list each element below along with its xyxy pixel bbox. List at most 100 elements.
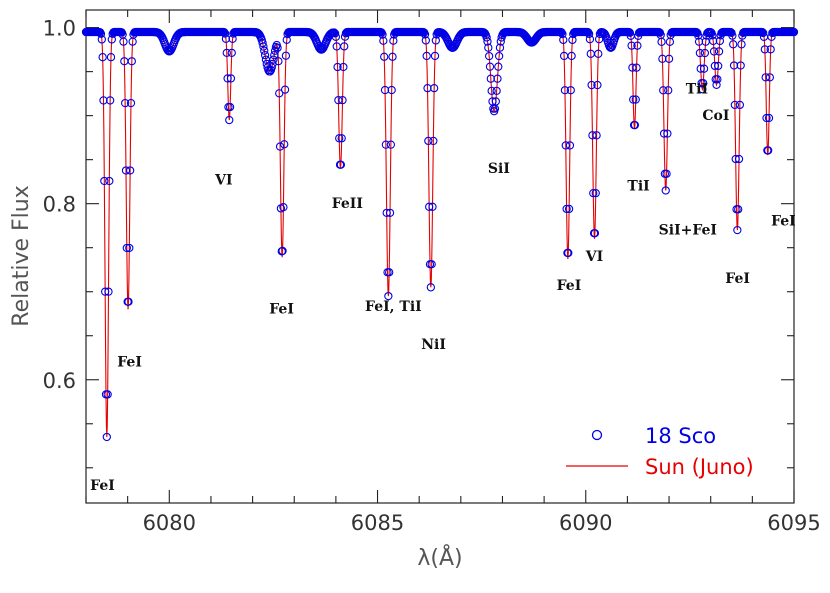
x-axis-label: λ(Å) bbox=[417, 544, 462, 571]
18-sco-series bbox=[81, 27, 799, 442]
data-point-18-sco bbox=[715, 36, 725, 46]
data-point-18-sco bbox=[428, 202, 437, 211]
data-point-18-sco bbox=[425, 202, 434, 211]
data-point-18-sco bbox=[559, 35, 568, 45]
data-point-18-sco bbox=[482, 33, 491, 42]
data-point-18-sco bbox=[429, 136, 438, 146]
data-point-18-sco bbox=[487, 86, 496, 95]
data-point-18-sco bbox=[592, 131, 601, 140]
data-point-18-sco bbox=[764, 113, 774, 123]
line-label: SiI bbox=[488, 161, 510, 177]
data-point-18-sco bbox=[483, 37, 492, 46]
data-point-18-sco bbox=[121, 98, 130, 108]
data-point-18-sco bbox=[494, 51, 504, 61]
data-point-18-sco bbox=[386, 140, 396, 149]
data-point-18-sco bbox=[119, 37, 128, 46]
data-point-18-sco bbox=[385, 208, 395, 218]
data-point-18-sco bbox=[764, 146, 773, 155]
data-point-18-sco bbox=[585, 35, 595, 44]
data-point-18-sco bbox=[760, 45, 769, 54]
data-point-18-sco bbox=[712, 80, 721, 89]
data-point-18-sco bbox=[587, 80, 596, 90]
data-point-18-sco bbox=[381, 140, 391, 149]
data-point-18-sco bbox=[270, 51, 279, 60]
data-point-18-sco bbox=[220, 29, 230, 38]
data-point-18-sco bbox=[422, 51, 431, 61]
data-point-18-sco bbox=[125, 243, 134, 253]
line-label: FeI bbox=[725, 271, 750, 287]
data-point-18-sco bbox=[561, 141, 570, 150]
data-point-18-sco bbox=[714, 47, 724, 56]
data-point-18-sco bbox=[126, 98, 136, 108]
data-point-18-sco bbox=[280, 140, 289, 149]
data-point-18-sco bbox=[275, 89, 284, 98]
data-point-18-sco bbox=[728, 31, 737, 40]
data-point-18-sco bbox=[710, 61, 720, 71]
legend-label-sun-juno: Sun (Juno) bbox=[645, 455, 754, 479]
data-point-18-sco bbox=[632, 63, 641, 72]
line-label: FeII bbox=[332, 196, 363, 212]
data-point-18-sco bbox=[734, 154, 744, 164]
data-point-18-sco bbox=[588, 131, 597, 140]
data-point-18-sco bbox=[664, 86, 673, 95]
data-point-18-sco bbox=[758, 28, 767, 37]
data-point-18-sco bbox=[664, 54, 674, 63]
data-point-18-sco bbox=[102, 432, 111, 442]
line-label: CoI bbox=[702, 108, 729, 124]
data-point-18-sco bbox=[657, 37, 666, 47]
data-point-18-sco bbox=[106, 96, 115, 105]
data-point-18-sco bbox=[278, 246, 287, 256]
y-tick-label: 1.0 bbox=[43, 17, 76, 41]
data-point-18-sco bbox=[330, 28, 339, 37]
data-point-18-sco bbox=[254, 29, 263, 38]
data-point-18-sco bbox=[584, 29, 594, 39]
data-point-18-sco bbox=[421, 36, 430, 45]
data-point-18-sco bbox=[567, 51, 576, 61]
data-point-18-sco bbox=[735, 100, 745, 110]
data-point-18-sco bbox=[663, 129, 672, 138]
data-point-18-sco bbox=[227, 48, 236, 58]
data-point-18-sco bbox=[103, 390, 112, 399]
data-point-18-sco bbox=[330, 29, 340, 38]
data-point-18-sco bbox=[729, 40, 738, 49]
x-tick-label: 6085 bbox=[351, 511, 404, 535]
legend-marker-18-sco bbox=[591, 429, 603, 441]
data-point-18-sco bbox=[628, 63, 637, 72]
line-label: VI bbox=[585, 249, 603, 265]
data-point-18-sco bbox=[606, 43, 615, 53]
data-point-18-sco bbox=[730, 100, 740, 110]
data-point-18-sco bbox=[106, 53, 116, 62]
data-point-18-sco bbox=[424, 136, 433, 146]
data-point-18-sco bbox=[267, 63, 276, 72]
data-point-18-sco bbox=[96, 29, 106, 38]
data-point-18-sco bbox=[431, 36, 440, 45]
data-point-18-sco bbox=[627, 41, 636, 50]
data-point-18-sco bbox=[430, 83, 439, 93]
data-point-18-sco bbox=[589, 188, 598, 198]
data-point-18-sco bbox=[759, 28, 768, 38]
data-point-18-sco bbox=[568, 35, 577, 45]
tick-labels: 6080 6085 6090 6095 0.6 0.8 1.0 bbox=[43, 17, 821, 535]
data-point-18-sco bbox=[225, 115, 234, 125]
data-point-18-sco bbox=[420, 30, 430, 39]
data-point-18-sco bbox=[105, 176, 114, 186]
data-point-18-sco bbox=[335, 134, 344, 143]
data-point-18-sco bbox=[562, 204, 571, 214]
data-point-18-sco bbox=[258, 38, 267, 48]
data-point-18-sco bbox=[593, 80, 602, 90]
data-point-18-sco bbox=[560, 86, 570, 95]
data-point-18-sco bbox=[223, 74, 232, 83]
data-point-18-sco bbox=[736, 61, 745, 70]
axis-ticks bbox=[85, 10, 795, 503]
line-label: TiI bbox=[686, 82, 708, 98]
y-tick-label: 0.8 bbox=[43, 193, 76, 217]
plot-frame bbox=[85, 9, 795, 504]
data-point-18-sco bbox=[700, 48, 710, 58]
line-label: NiI bbox=[421, 337, 446, 353]
data-point-18-sco bbox=[699, 64, 709, 73]
data-point-18-sco bbox=[334, 96, 343, 105]
data-point-18-sco bbox=[765, 73, 774, 82]
data-point-18-sco bbox=[733, 225, 742, 235]
data-point-18-sco bbox=[633, 41, 642, 50]
data-point-18-sco bbox=[709, 47, 719, 56]
